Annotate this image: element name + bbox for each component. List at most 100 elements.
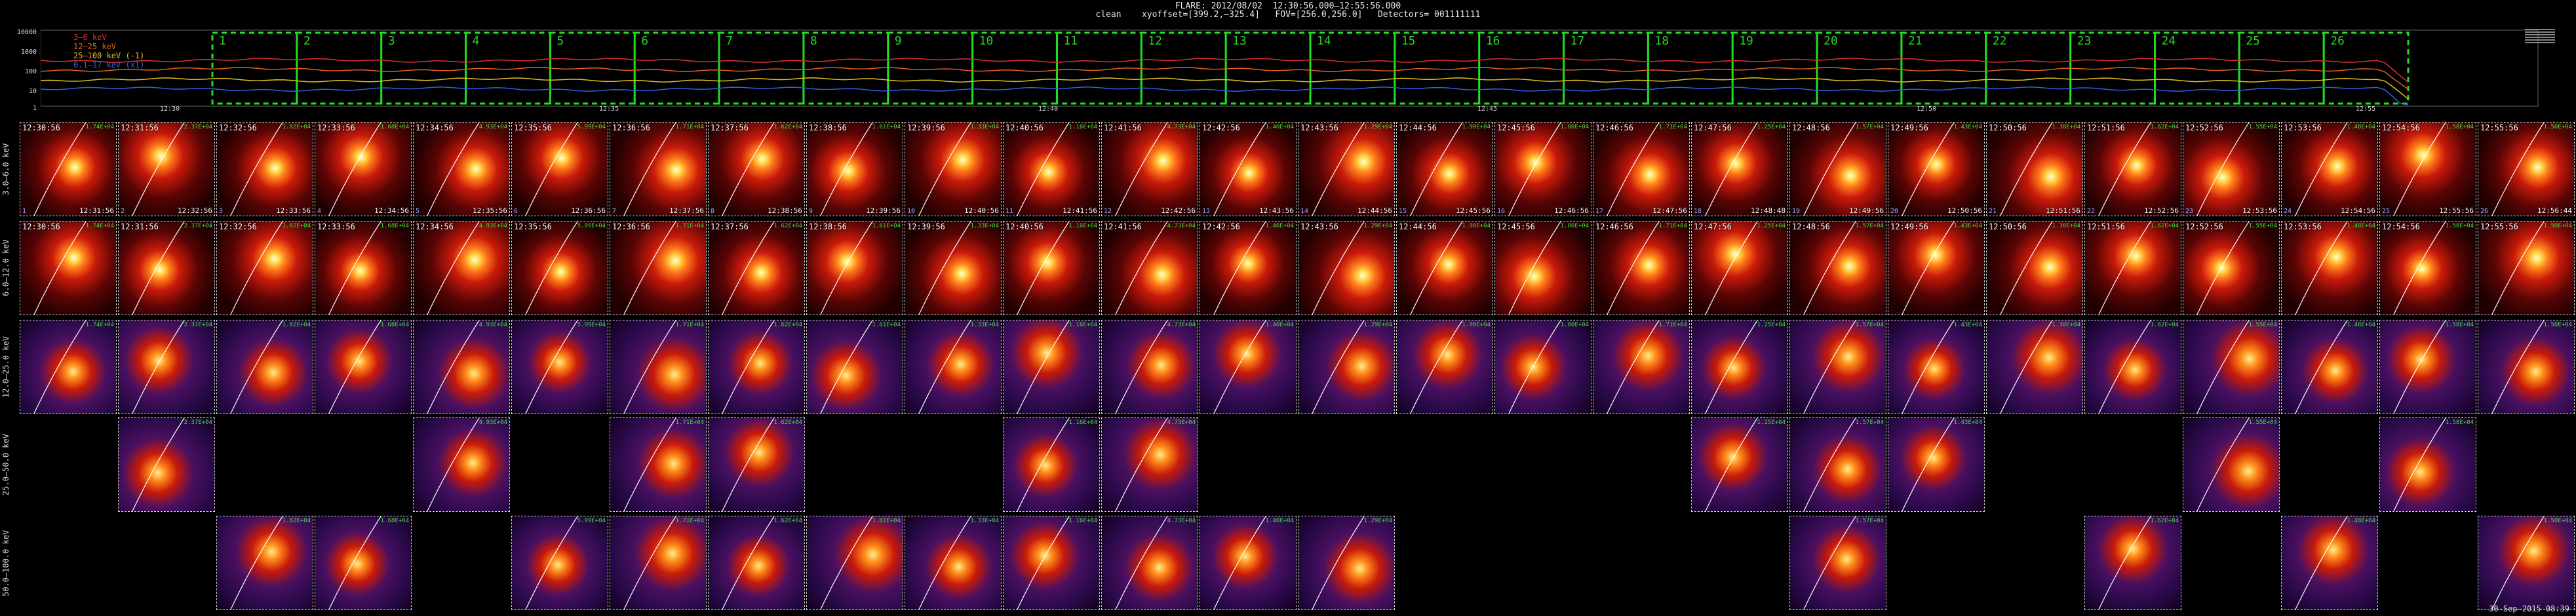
tile-start-time: 12:41:56 xyxy=(1104,222,1142,231)
tile-index: 17 xyxy=(1595,208,1604,215)
interval-box xyxy=(1900,31,1987,105)
emission-image xyxy=(1004,123,1099,216)
image-tile: 1.29E+04 xyxy=(1298,320,1395,414)
tile-peak-value: 1.61E+04 xyxy=(872,518,901,524)
image-tile: 12:45:56 12:46:56 16 1.80E+04 xyxy=(1494,122,1591,216)
emission-image xyxy=(610,418,706,511)
tile-start-time: 12:40:56 xyxy=(1005,222,1044,231)
limb-line xyxy=(1803,320,1856,414)
interval-index: 12 xyxy=(1148,34,1162,48)
tile-start-time: 12:35:56 xyxy=(514,222,552,231)
time-tick: 12:50 xyxy=(1917,106,1936,111)
tile-start-time: 12:36:56 xyxy=(612,123,650,132)
interval-index: 17 xyxy=(1571,34,1585,48)
legend-goes: 0.1–17 keV (x1) xyxy=(73,60,145,69)
limb-line xyxy=(2491,516,2545,609)
image-tile: 12:52:56 1.55E+04 xyxy=(2183,221,2280,315)
time-tick: 12:45 xyxy=(1477,106,1497,111)
interval-index: 24 xyxy=(2161,34,2176,48)
tile-end-time: 12:41:56 xyxy=(1063,206,1097,215)
image-tile: 1.62E+04 xyxy=(2084,516,2181,610)
image-tile: 12:33:56 1.68E+04 xyxy=(315,221,412,315)
tile-start-time: 12:37:56 xyxy=(711,123,749,132)
tile-peak-value: 1.71E+04 xyxy=(675,124,704,130)
limb-line xyxy=(2196,123,2250,216)
tile-peak-value: 1.62E+04 xyxy=(2150,322,2179,328)
image-tile: 12:54:56 12:55:56 25 1.58E+04 xyxy=(2379,122,2476,216)
image-tile: 5.99E+04 xyxy=(511,320,608,414)
limb-line xyxy=(1607,221,1660,315)
tile-end-time: 12:40:56 xyxy=(964,206,999,215)
tile-peak-value: 1.82E+04 xyxy=(282,322,311,328)
time-tick: 12:55 xyxy=(2356,106,2375,111)
limb-line xyxy=(2295,123,2348,216)
tile-peak-value: 1.62E+04 xyxy=(2150,124,2179,130)
image-tile: 12:32:56 12:33:56 3 1.82E+04 xyxy=(216,122,313,216)
tile-peak-value: 1.43E+04 xyxy=(1953,124,1982,130)
tile-peak-value: 1.48E+04 xyxy=(2347,223,2375,229)
emission-image xyxy=(1790,418,1886,511)
emission-image xyxy=(2282,221,2377,315)
tile-peak-value: 1.48E+04 xyxy=(2347,124,2375,130)
limb-line xyxy=(2393,221,2446,315)
image-tile: 4.73E+04 xyxy=(1101,320,1198,414)
image-tile: 12:41:56 4.73E+04 xyxy=(1101,221,1198,315)
emission-image xyxy=(709,418,804,511)
emission-image xyxy=(1298,221,1394,315)
row-label: 50.0–100.0 keV xyxy=(1,529,10,596)
tile-peak-value: 1.90E+04 xyxy=(1462,124,1491,130)
tile-index: 26 xyxy=(2480,208,2489,215)
image-tile: 1.16E+04 xyxy=(1003,516,1100,610)
emission-image xyxy=(905,221,1001,315)
tile-peak-value: 1.29E+04 xyxy=(1363,518,1392,524)
tile-peak-value: 1.33E+04 xyxy=(970,223,999,229)
y-tick: 10000 xyxy=(16,29,37,36)
image-tile: 12:30:56 12:31:56 1 1.74E+04 xyxy=(20,122,117,216)
limb-line xyxy=(132,123,185,216)
limb-line xyxy=(132,320,185,414)
limb-line xyxy=(722,123,775,216)
tile-index: 13 xyxy=(1202,208,1211,215)
emission-image xyxy=(1888,221,1984,315)
tile-peak-value: 1.68E+04 xyxy=(380,322,409,328)
tile-start-time: 12:44:56 xyxy=(1399,222,1437,231)
tile-index: 4 xyxy=(317,208,322,215)
emission-image xyxy=(2282,516,2377,609)
tile-peak-value: 1.38E+04 xyxy=(2052,322,2080,328)
tile-start-time: 12:31:56 xyxy=(121,123,159,132)
tile-peak-value: 1.50E+04 xyxy=(2543,322,2572,328)
row-label: 3.0–6.0 keV xyxy=(1,143,10,195)
emission-image xyxy=(1790,221,1886,315)
interval-box xyxy=(2069,31,2156,105)
image-tile: 1.71E+04 xyxy=(610,516,707,610)
limb-line xyxy=(623,418,676,511)
tile-end-time: 12:35:56 xyxy=(473,206,507,215)
tile-end-time: 12:46:56 xyxy=(1554,206,1589,215)
legend-25-100kev: 25–100 keV (-1) xyxy=(73,51,145,60)
image-tile: 12:42:56 12:43:56 13 1.40E+04 xyxy=(1200,122,1297,216)
image-tile: 1.33E+04 xyxy=(905,516,1002,610)
tile-peak-value: 1.71E+04 xyxy=(1658,223,1687,229)
image-tile: 4.73E+04 xyxy=(1101,417,1198,512)
tile-peak-value: 1.43E+04 xyxy=(1953,223,1982,229)
tile-peak-value: 1.82E+04 xyxy=(282,223,311,229)
image-tile: 1.62E+04 xyxy=(708,417,805,512)
limb-line xyxy=(1803,221,1856,315)
emission-image xyxy=(1888,123,1984,216)
emission-image xyxy=(2380,221,2476,315)
tile-index: 8 xyxy=(711,208,715,215)
limb-line xyxy=(623,516,676,609)
tile-peak-value: 1.25E+04 xyxy=(1757,223,1786,229)
tile-peak-value: 1.71E+04 xyxy=(1658,124,1687,130)
limb-line xyxy=(2393,123,2446,216)
emission-image xyxy=(414,320,509,414)
emission-image xyxy=(512,320,608,414)
tile-peak-value: 1.25E+04 xyxy=(1757,124,1786,130)
image-tile: 12:51:56 12:52:56 22 1.62E+04 xyxy=(2084,122,2181,216)
limb-line xyxy=(1902,123,1955,216)
tile-index: 5 xyxy=(416,208,420,215)
tile-peak-value: 4.73E+04 xyxy=(1167,223,1196,229)
tile-peak-value: 1.29E+04 xyxy=(1363,322,1392,328)
image-tile: 12:51:56 1.62E+04 xyxy=(2084,221,2181,315)
emission-image xyxy=(905,123,1001,216)
